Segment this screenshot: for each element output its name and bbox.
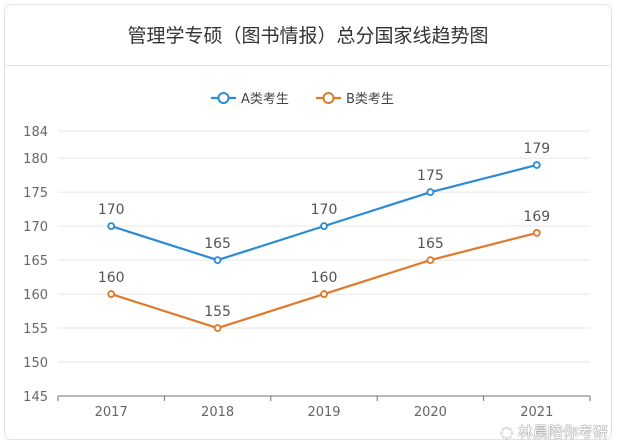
data-label: 165 bbox=[417, 236, 444, 252]
y-tick-label: 175 bbox=[23, 186, 48, 201]
data-point bbox=[320, 290, 328, 298]
y-tick-label: 150 bbox=[23, 356, 48, 371]
data-label: 165 bbox=[204, 236, 231, 252]
watermark: ◌ 林晨陪你考研 bbox=[500, 423, 608, 441]
y-tick-label: 180 bbox=[23, 152, 48, 167]
x-tick-label: 2020 bbox=[414, 405, 447, 420]
data-point bbox=[426, 188, 435, 197]
chart-card: 管理学专硕（图书情报）总分国家线趋势图 bbox=[4, 4, 612, 440]
data-point bbox=[532, 161, 541, 169]
data-label: 179 bbox=[523, 141, 550, 157]
data-point bbox=[426, 256, 435, 265]
data-label: 169 bbox=[523, 209, 550, 225]
data-label: 160 bbox=[311, 270, 338, 286]
data-label: 160 bbox=[98, 270, 125, 286]
data-label: 170 bbox=[311, 202, 338, 218]
data-point bbox=[107, 222, 116, 231]
y-tick-label: 145 bbox=[23, 390, 48, 405]
y-tick-label: 160 bbox=[23, 288, 48, 303]
data-label: 175 bbox=[417, 168, 444, 184]
y-tick-label: 184 bbox=[23, 125, 48, 140]
chart-title: 管理学专硕（图书情报）总分国家线趋势图 bbox=[5, 5, 611, 66]
x-tick-label: 2019 bbox=[307, 405, 340, 420]
data-point bbox=[213, 324, 222, 332]
y-tick-label: 165 bbox=[23, 254, 48, 269]
legend-marker-icon bbox=[217, 92, 230, 104]
x-tick-label: 2017 bbox=[95, 405, 128, 420]
data-label: 170 bbox=[98, 202, 125, 218]
legend-label: A类考生 bbox=[241, 92, 289, 107]
data-point bbox=[213, 256, 222, 265]
data-point bbox=[320, 222, 328, 231]
legend-marker-icon bbox=[322, 92, 335, 104]
y-tick-label: 155 bbox=[23, 322, 48, 337]
legend-label: B类考生 bbox=[346, 92, 394, 107]
x-tick-label: 2018 bbox=[201, 405, 234, 420]
y-tick-label: 170 bbox=[23, 220, 48, 235]
wechat-icon: ◌ bbox=[500, 423, 518, 441]
data-point bbox=[107, 290, 116, 298]
data-point bbox=[532, 229, 541, 237]
x-tick-label: 2021 bbox=[520, 405, 553, 420]
data-label: 155 bbox=[204, 304, 231, 320]
